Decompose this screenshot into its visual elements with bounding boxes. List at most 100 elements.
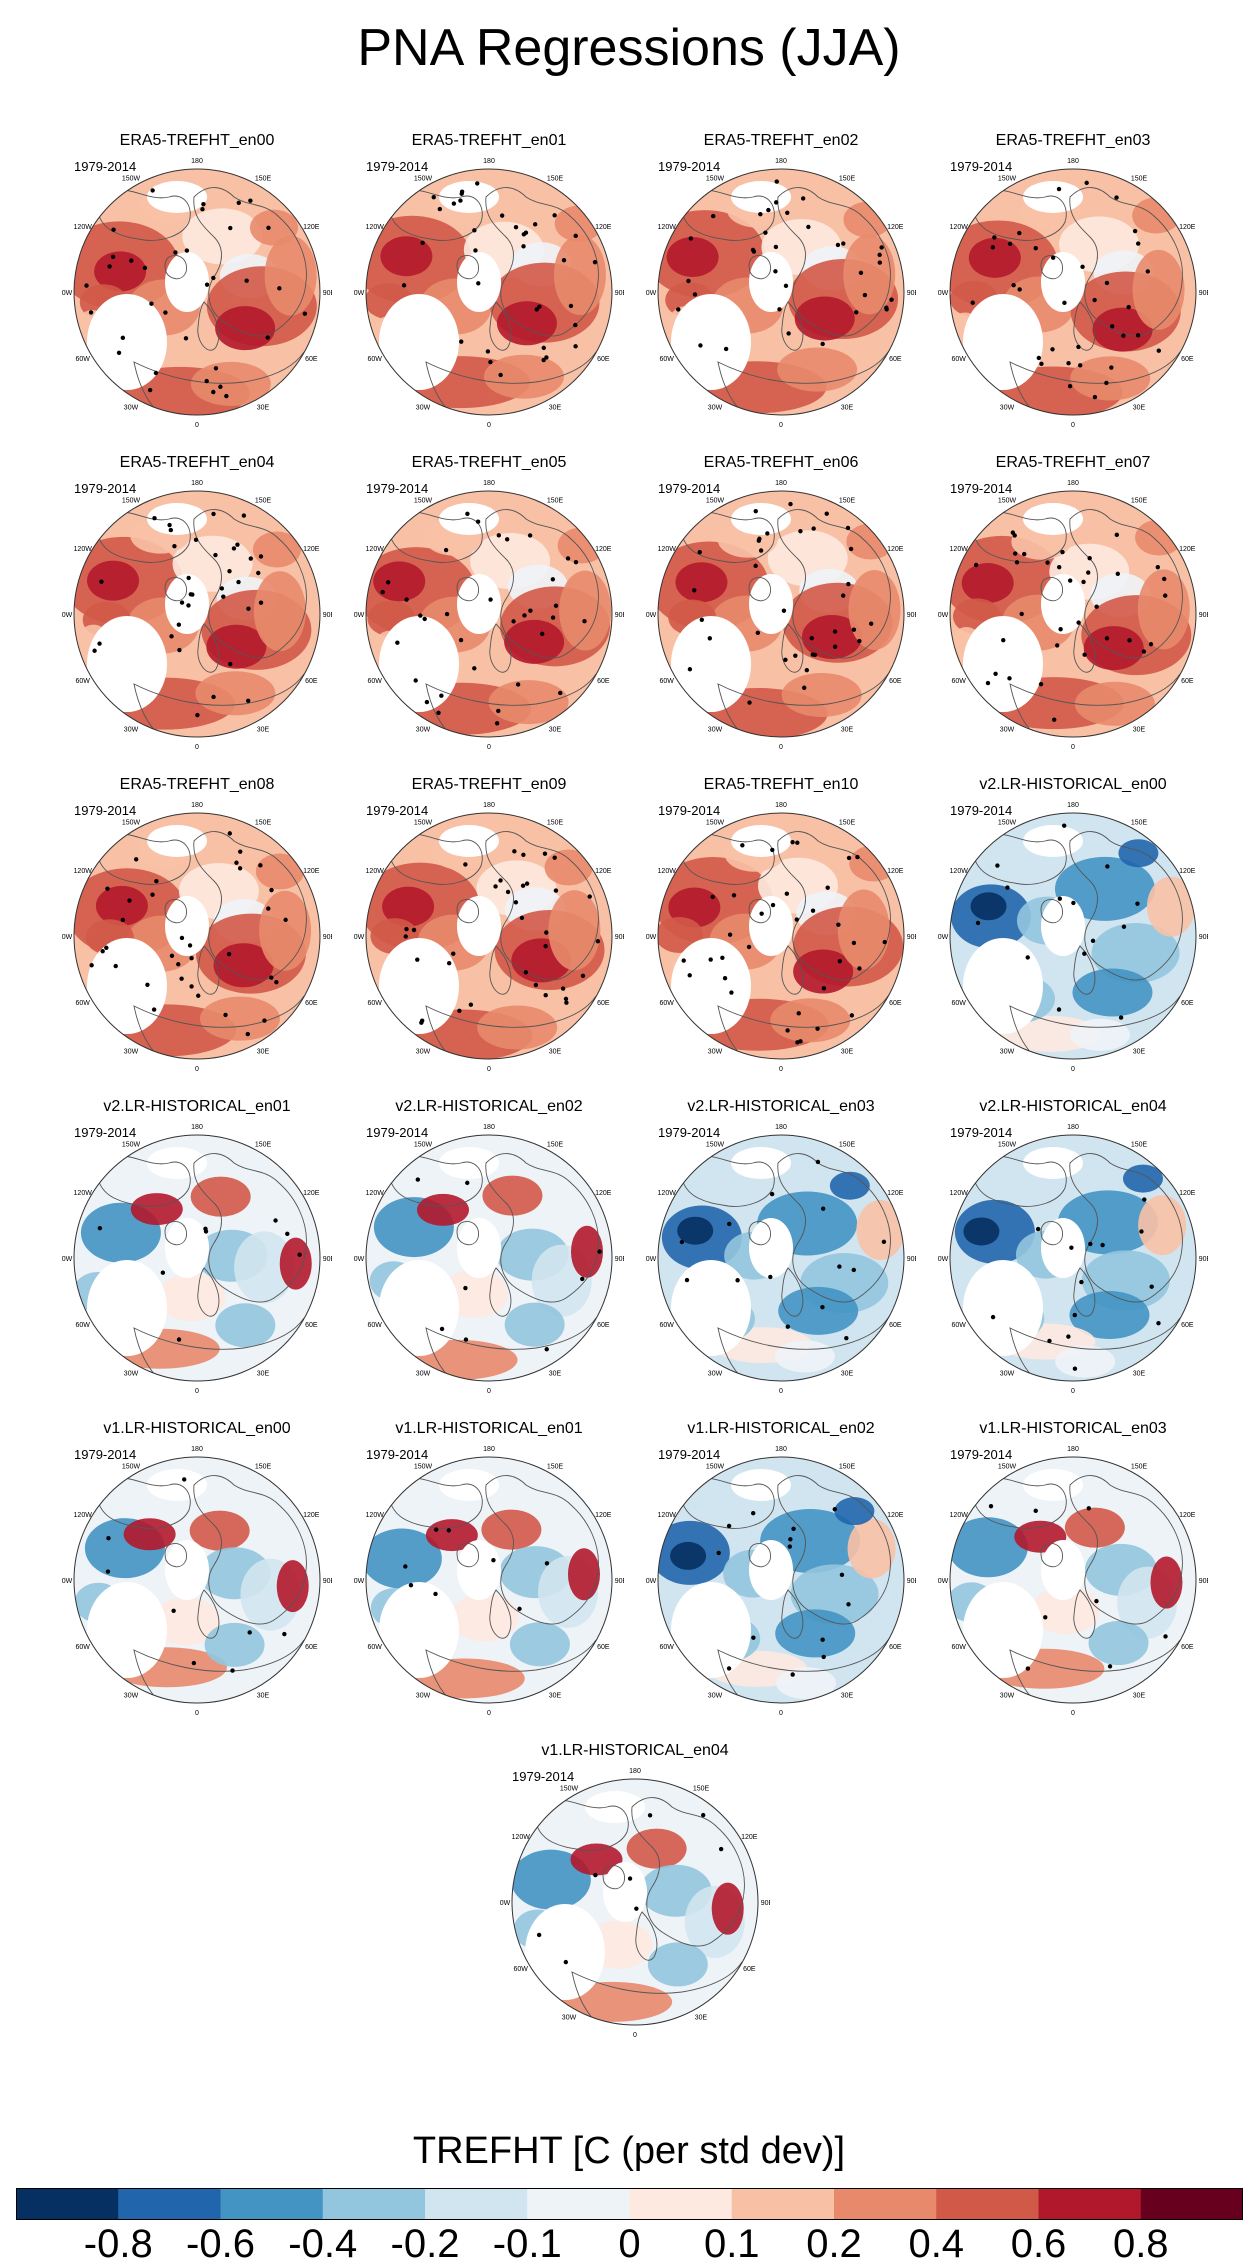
significance-dot [580,1276,585,1282]
significance-dot [1114,532,1120,538]
longitude-label: 30W [416,1048,431,1055]
coastline [456,1543,479,1568]
significance-dot [522,613,527,618]
longitude-label: 60W [659,678,674,685]
map-boundary [365,812,613,1060]
atlantic-ocean [87,938,167,1034]
significance-dot [458,637,464,643]
significance-dot [832,644,838,649]
map-panel: ERA5-TREFHT_en01 180 150E 120E 90E 60E 30E 0 30W… [354,132,624,432]
significance-dot [759,911,764,916]
longitude-label: 0 [1071,422,1075,429]
panel-title: ERA5-TREFHT_en06 [703,454,859,471]
significance-dot [851,627,857,632]
anomaly-region [837,889,890,970]
longitude-label: 60W [367,1644,382,1651]
pacific-ocean [731,1469,791,1501]
anomaly-region [482,1175,543,1216]
panel-title: ERA5-TREFHT_en07 [995,454,1151,471]
longitude-label: 30E [841,1692,854,1699]
coastline [489,945,512,995]
significance-dot [565,556,571,561]
anomaly-region [1091,923,1180,984]
colorbar-labels: -0.8 -0.6 -0.4 -0.2 -0.1 0 0.1 0.2 0.4 0.6 0.8 [16,2222,1243,2266]
polar-map: 180 150E 120E 90E 60E 30E 0 30W 60W 90W 120W 150W [62,480,332,751]
longitude-label: 120W [950,546,969,553]
longitude-label: 150W [706,176,725,183]
map-panel: v1.LR-HISTORICAL_en00 180 150E 120E 90E 60E 30… [62,1420,332,1720]
anomaly-region [794,296,855,341]
longitude-label: 60W [951,1000,966,1007]
colorbar-swatch [936,2188,1039,2220]
map-panel: ERA5-TREFHT_en10 180 150E 120E 90E 60E 30E 0 30W… [646,776,916,1076]
significance-dot [184,248,190,253]
significance-dot [846,855,852,861]
coastline [1069,1475,1183,1625]
coastline [164,255,187,280]
longitude-label: 180 [775,1124,787,1131]
significance-dot [699,617,705,623]
longitude-label: 120E [595,546,612,553]
significance-dot [544,1347,549,1352]
significance-dot [539,631,545,637]
arctic-ocean [1041,252,1085,312]
panel-period: 1979-2014 [366,1125,429,1140]
coastline [748,1221,771,1246]
anomaly-region [559,570,612,651]
arctic-ocean [457,1218,501,1278]
colorbar-tick-label: 0.4 [908,2222,965,2266]
longitude-label: 120E [303,546,320,553]
significance-dot [692,588,697,593]
pacific-ocean [1023,503,1083,535]
significance-dot [246,606,251,611]
significance-dot [196,993,201,998]
longitude-label: 60W [367,1322,382,1329]
panel-period: 1979-2014 [658,1447,721,1462]
coastline [485,1153,599,1303]
significance-dot [129,258,134,263]
significance-dot [142,265,148,271]
polar-map: 180 150E 120E 90E 60E 30E 0 30W 60W 90W 120W 150W [62,1446,332,1717]
longitude-label: 180 [1067,1446,1079,1453]
significance-dot [757,536,762,541]
panel-title: ERA5-TREFHT_en02 [703,132,859,149]
significance-dot [627,1876,633,1881]
map-panel: v2.LR-HISTORICAL_en00 180 150E 120E 90E 60E 30… [938,776,1208,1076]
anomaly-region [770,998,851,1043]
longitude-label: 150E [839,1464,856,1471]
significance-dot [523,970,529,975]
coastline [489,301,512,351]
longitude-label: 120E [595,868,612,875]
longitude-label: 0 [487,1066,491,1073]
atlantic-ocean [525,1904,605,2000]
anomaly-region [544,849,593,886]
significance-dot [1067,384,1073,389]
longitude-label: 60W [367,356,382,363]
longitude-label: 150W [414,820,433,827]
significance-dot [1051,717,1057,722]
longitude-label: 0 [195,744,199,751]
significance-dot [1076,620,1081,625]
longitude-label: 180 [483,802,495,809]
significance-dot [564,1000,569,1005]
colorbar-tick-label: -0.2 [390,2222,460,2266]
longitude-label: 30W [124,1048,139,1055]
longitude-label: 90E [907,612,916,619]
longitude-label: 180 [191,480,203,487]
polar-map: 180 150E 120E 90E 60E 30E 0 30W 60W 90W 120W 150W [62,158,332,429]
longitude-label: 150W [414,176,433,183]
anomaly-region [801,614,862,659]
significance-dot [698,343,703,348]
significance-dot [193,537,199,543]
significance-dot [404,597,409,602]
significance-dot [1033,246,1038,251]
significance-dot [247,1630,252,1635]
map-boundary [365,1134,613,1382]
significance-dot [1163,593,1168,598]
colorbar-swatch [425,2188,528,2220]
coastline [748,255,771,280]
anomaly-region [425,1519,478,1552]
significance-dot [811,526,816,531]
significance-dot [418,613,423,618]
significance-dot [203,1226,208,1232]
